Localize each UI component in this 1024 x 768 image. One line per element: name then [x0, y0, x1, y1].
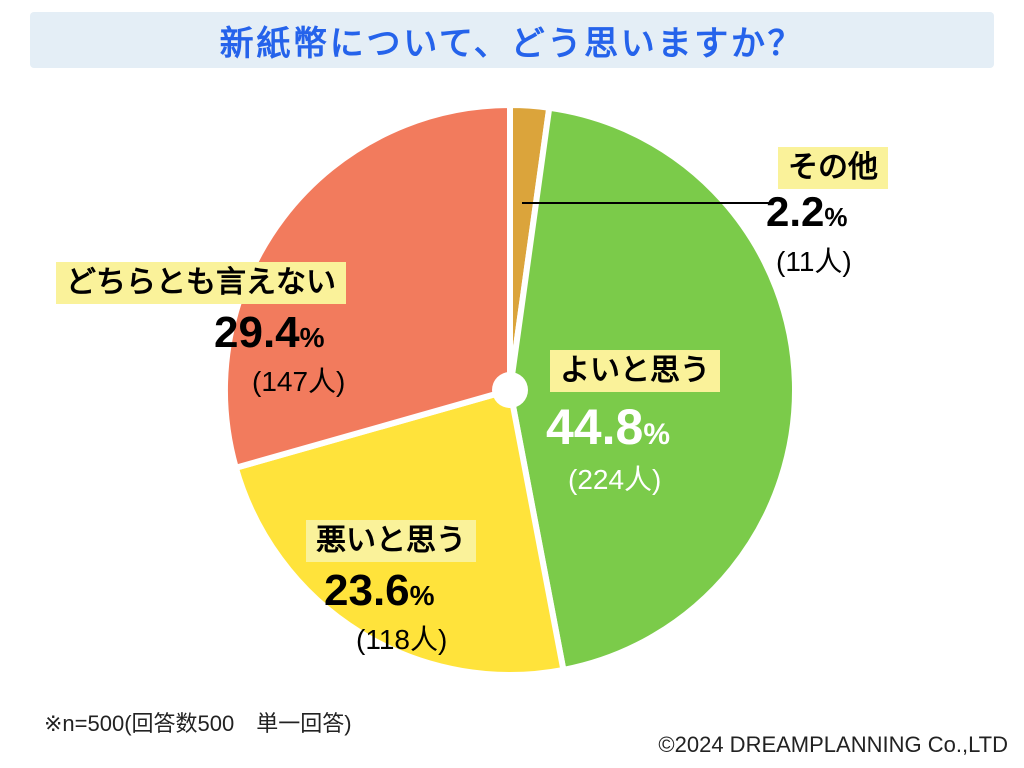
percent-symbol: %	[300, 322, 325, 353]
slice-count-other: (11人)	[776, 240, 852, 280]
slice-label-other: その他	[778, 147, 888, 189]
leader-line-other	[522, 202, 772, 204]
slice-count-good: (224人)	[568, 458, 661, 498]
slice-count-neutral: (147人)	[252, 360, 345, 400]
sample-size-footnote: ※n=500(回答数500 単一回答)	[44, 706, 352, 738]
title-bar: 新紙幣について、どう思いますか？	[30, 12, 994, 68]
slice-label-bad: 悪いと思う	[306, 520, 476, 562]
slice-percent-neutral: 29.4%	[214, 308, 325, 358]
slice-count-bad: (118人)	[356, 618, 447, 658]
percent-symbol: %	[824, 202, 847, 232]
slice-percent-other: 2.2%	[766, 188, 848, 236]
copyright-text: ©2024 DREAMPLANNING Co.,LTD	[658, 732, 1008, 758]
slice-label-neutral: どちらとも言えない	[56, 262, 346, 304]
percent-value: 23.6	[324, 566, 410, 615]
chart-canvas: 新紙幣について、どう思いますか？ その他 2.2% (11人) よいと思う 44…	[0, 0, 1024, 768]
percent-symbol: %	[410, 580, 435, 611]
slice-percent-good: 44.8%	[546, 398, 670, 456]
slice-label-good: よいと思う	[550, 350, 720, 392]
pie-center-hole	[492, 372, 528, 408]
slice-percent-bad: 23.6%	[324, 566, 435, 616]
chart-title: 新紙幣について、どう思いますか？	[220, 16, 805, 65]
percent-value: 29.4	[214, 308, 300, 357]
percent-symbol: %	[643, 418, 670, 451]
percent-value: 44.8	[546, 399, 643, 455]
percent-value: 2.2	[766, 188, 824, 235]
